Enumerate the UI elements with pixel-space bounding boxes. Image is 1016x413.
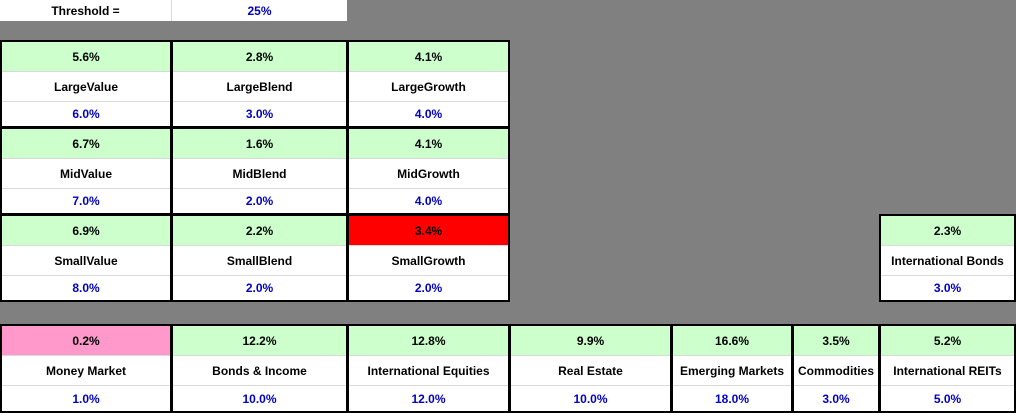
large-growth-actual: 4.1% bbox=[349, 42, 508, 71]
large-value-cell[interactable]: 5.6% LargeValue 6.0% bbox=[0, 40, 172, 128]
bonds-income-label: Bonds & Income bbox=[173, 355, 346, 386]
mid-value-target: 7.0% bbox=[2, 189, 170, 213]
large-growth-label: LargeGrowth bbox=[349, 71, 508, 102]
mid-value-label: MidValue bbox=[2, 158, 170, 189]
money-market-target: 1.0% bbox=[2, 386, 170, 411]
real-estate-target: 10.0% bbox=[511, 386, 670, 411]
real-estate-label: Real Estate bbox=[511, 355, 670, 386]
emerging-markets-target: 18.0% bbox=[673, 386, 791, 411]
real-estate-cell[interactable]: 9.9% Real Estate 10.0% bbox=[509, 324, 672, 413]
money-market-cell[interactable]: 0.2% Money Market 1.0% bbox=[0, 324, 172, 413]
small-value-label: SmallValue bbox=[2, 245, 170, 276]
mid-blend-label: MidBlend bbox=[173, 158, 346, 189]
small-value-cell[interactable]: 6.9% SmallValue 8.0% bbox=[0, 214, 172, 302]
money-market-actual: 0.2% bbox=[2, 326, 170, 355]
bonds-income-cell[interactable]: 12.2% Bonds & Income 10.0% bbox=[171, 324, 348, 413]
large-growth-target: 4.0% bbox=[349, 102, 508, 126]
international-bonds-label: International Bonds bbox=[881, 245, 1014, 276]
international-bonds-cell[interactable]: 2.3% International Bonds 3.0% bbox=[879, 214, 1016, 302]
large-blend-label: LargeBlend bbox=[173, 71, 346, 102]
international-equities-label: International Equities bbox=[349, 355, 508, 386]
small-growth-cell[interactable]: 3.4% SmallGrowth 2.0% bbox=[347, 214, 510, 302]
small-growth-actual: 3.4% bbox=[349, 216, 508, 245]
large-value-label: LargeValue bbox=[2, 71, 170, 102]
bonds-income-target: 10.0% bbox=[173, 386, 346, 411]
commodities-cell[interactable]: 3.5% Commodities 3.0% bbox=[792, 324, 880, 413]
small-blend-cell[interactable]: 2.2% SmallBlend 2.0% bbox=[171, 214, 348, 302]
small-value-actual: 6.9% bbox=[2, 216, 170, 245]
mid-blend-cell[interactable]: 1.6% MidBlend 2.0% bbox=[171, 127, 348, 215]
bonds-income-actual: 12.2% bbox=[173, 326, 346, 355]
international-equities-cell[interactable]: 12.8% International Equities 12.0% bbox=[347, 324, 510, 413]
large-growth-cell[interactable]: 4.1% LargeGrowth 4.0% bbox=[347, 40, 510, 128]
commodities-label: Commodities bbox=[794, 355, 878, 386]
small-blend-target: 2.0% bbox=[173, 276, 346, 300]
international-reits-label: International REITs bbox=[881, 355, 1014, 386]
mid-growth-actual: 4.1% bbox=[349, 129, 508, 158]
emerging-markets-cell[interactable]: 16.6% Emerging Markets 18.0% bbox=[671, 324, 793, 413]
large-blend-target: 3.0% bbox=[173, 102, 346, 126]
threshold-label: Threshold = bbox=[0, 0, 172, 21]
small-value-target: 8.0% bbox=[2, 276, 170, 300]
international-bonds-target: 3.0% bbox=[881, 276, 1014, 300]
small-growth-target: 2.0% bbox=[349, 276, 508, 300]
large-blend-cell[interactable]: 2.8% LargeBlend 3.0% bbox=[171, 40, 348, 128]
international-reits-cell[interactable]: 5.2% International REITs 5.0% bbox=[879, 324, 1016, 413]
emerging-markets-actual: 16.6% bbox=[673, 326, 791, 355]
threshold-row: Threshold = 25% bbox=[0, 0, 347, 21]
mid-value-cell[interactable]: 6.7% MidValue 7.0% bbox=[0, 127, 172, 215]
international-equities-target: 12.0% bbox=[349, 386, 508, 411]
international-bonds-actual: 2.3% bbox=[881, 216, 1014, 245]
emerging-markets-label: Emerging Markets bbox=[673, 355, 791, 386]
large-blend-actual: 2.8% bbox=[173, 42, 346, 71]
large-value-target: 6.0% bbox=[2, 102, 170, 126]
international-equities-actual: 12.8% bbox=[349, 326, 508, 355]
mid-value-actual: 6.7% bbox=[2, 129, 170, 158]
international-reits-actual: 5.2% bbox=[881, 326, 1014, 355]
mid-growth-cell[interactable]: 4.1% MidGrowth 4.0% bbox=[347, 127, 510, 215]
real-estate-actual: 9.9% bbox=[511, 326, 670, 355]
money-market-label: Money Market bbox=[2, 355, 170, 386]
large-value-actual: 5.6% bbox=[2, 42, 170, 71]
small-blend-actual: 2.2% bbox=[173, 216, 346, 245]
threshold-value[interactable]: 25% bbox=[247, 3, 272, 18]
mid-growth-target: 4.0% bbox=[349, 189, 508, 213]
commodities-actual: 3.5% bbox=[794, 326, 878, 355]
international-reits-target: 5.0% bbox=[881, 386, 1014, 411]
small-growth-label: SmallGrowth bbox=[349, 245, 508, 276]
mid-blend-target: 2.0% bbox=[173, 189, 346, 213]
mid-blend-actual: 1.6% bbox=[173, 129, 346, 158]
small-blend-label: SmallBlend bbox=[173, 245, 346, 276]
commodities-target: 3.0% bbox=[794, 386, 878, 411]
mid-growth-label: MidGrowth bbox=[349, 158, 508, 189]
